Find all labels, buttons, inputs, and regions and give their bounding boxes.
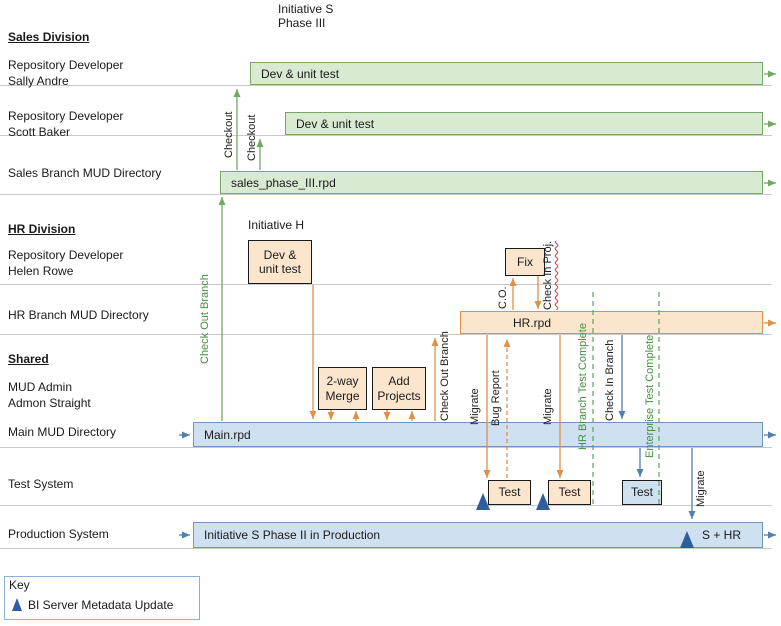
migrate-hr-test-label: Migrate: [469, 388, 481, 425]
sally-dev-bar-label: Dev & unit test: [261, 66, 340, 81]
hr-branch-test-complete-label: HR Branch Test Complete: [577, 323, 589, 450]
main-rpd-label: Main.rpd: [204, 427, 251, 442]
test-box-main: Test: [622, 480, 662, 505]
enterprise-test-complete-label: Enterprise Test Complete: [644, 334, 656, 458]
migrate-hr-test-2-label: Migrate: [542, 388, 554, 425]
test-box-hr-2-label: Test: [558, 485, 581, 500]
initiative-s-title-line1: Initiative S: [278, 2, 334, 16]
test-box-hr-2: Test: [548, 480, 591, 505]
production-bar: Initiative S Phase II in Production: [193, 522, 763, 548]
lane-line-helen: [0, 284, 772, 285]
lane-mud-admin-role: MUD Admin: [8, 380, 73, 394]
lane-scott-name: Scott Baker: [8, 125, 71, 139]
lane-line-production: [0, 548, 772, 549]
lane-helen-role: Repository Developer: [8, 248, 124, 262]
test-box-hr-1: Test: [488, 480, 531, 505]
check-out-branch-sales-label: Check Out Branch: [199, 274, 211, 364]
lane-hr-branch-dir: HR Branch MUD Directory: [8, 308, 149, 322]
lane-helen-name: Helen Rowe: [8, 264, 74, 278]
lane-production-system: Production System: [8, 527, 109, 541]
lane-line-sally: [0, 85, 772, 86]
test-box-main-label: Test: [630, 485, 653, 500]
metadata-update-marker-icon: [680, 531, 694, 548]
initiative-s-title-line2: Phase III: [278, 16, 326, 30]
check-in-proj-label: Check In Proj.: [542, 240, 554, 310]
checkout-sally-label: Checkout: [223, 111, 235, 158]
lane-test-system: Test System: [8, 477, 74, 491]
add-projects-line1: Add: [388, 374, 410, 389]
hr-rpd-bar: HR.rpd: [460, 311, 763, 334]
add-projects-box: Add Projects: [372, 367, 426, 410]
section-sales-division: Sales Division: [8, 30, 90, 44]
lane-main-mud-dir: Main MUD Directory: [8, 425, 117, 439]
section-hr-division: HR Division: [8, 222, 76, 236]
lane-line-hr-branch: [0, 334, 772, 335]
sally-dev-bar: Dev & unit test: [250, 62, 763, 85]
check-out-branch-hr-label: Check Out Branch: [439, 331, 451, 421]
test-box-hr-1-label: Test: [498, 485, 521, 500]
scott-dev-bar-label: Dev & unit test: [296, 116, 375, 131]
lane-sales-branch-dir: Sales Branch MUD Directory: [8, 166, 162, 180]
add-projects-line2: Projects: [377, 388, 421, 403]
migrate-production-label: Migrate: [695, 470, 707, 507]
production-bar-label: Initiative S Phase II in Production: [204, 528, 381, 542]
sales-branch-rpd-label: sales_phase_III.rpd: [231, 175, 336, 190]
fix-label: Fix: [517, 254, 533, 269]
two-way-merge-line1: 2-way: [326, 374, 359, 389]
co-label: C.O.: [497, 286, 509, 309]
initiative-h-title: Initiative H: [248, 218, 305, 232]
lane-scott-role: Repository Developer: [8, 109, 124, 123]
metadata-update-key-icon: [12, 598, 22, 611]
hr-rpd-label: HR.rpd: [513, 315, 552, 330]
helen-dev-line2: unit test: [258, 262, 302, 276]
two-way-merge-line2: Merge: [325, 388, 360, 403]
bug-report-label: Bug Report: [490, 370, 502, 426]
production-s-hr-tag: S + HR: [702, 528, 742, 542]
legend-item-label: BI Server Metadata Update: [28, 598, 174, 612]
lane-line-scott: [0, 135, 772, 136]
lane-sally-role: Repository Developer: [8, 58, 124, 72]
fix-box: Fix: [505, 248, 545, 276]
legend-box: Key: [4, 576, 200, 620]
sales-branch-rpd-bar: sales_phase_III.rpd: [220, 171, 763, 194]
scott-dev-bar: Dev & unit test: [285, 112, 763, 135]
helen-dev-box: Dev & unit test: [248, 240, 312, 284]
section-shared: Shared: [8, 352, 49, 366]
metadata-update-marker-icon: [536, 493, 550, 510]
two-way-merge-box: 2-way Merge: [318, 367, 367, 410]
lane-line-sales-branch: [0, 194, 772, 195]
main-rpd-bar: Main.rpd: [193, 422, 763, 447]
legend-title: Key: [9, 578, 30, 592]
lane-line-test: [0, 505, 772, 506]
lane-line-main-mud: [0, 447, 772, 448]
lane-mud-admin-name: Admon Straight: [8, 396, 91, 410]
check-in-branch-label: Check In Branch: [604, 339, 616, 421]
helen-dev-line1: Dev &: [263, 247, 297, 262]
metadata-update-marker-icon: [476, 493, 490, 510]
lane-sally-name: Sally Andre: [8, 74, 69, 88]
checkout-scott-label: Checkout: [246, 114, 258, 161]
